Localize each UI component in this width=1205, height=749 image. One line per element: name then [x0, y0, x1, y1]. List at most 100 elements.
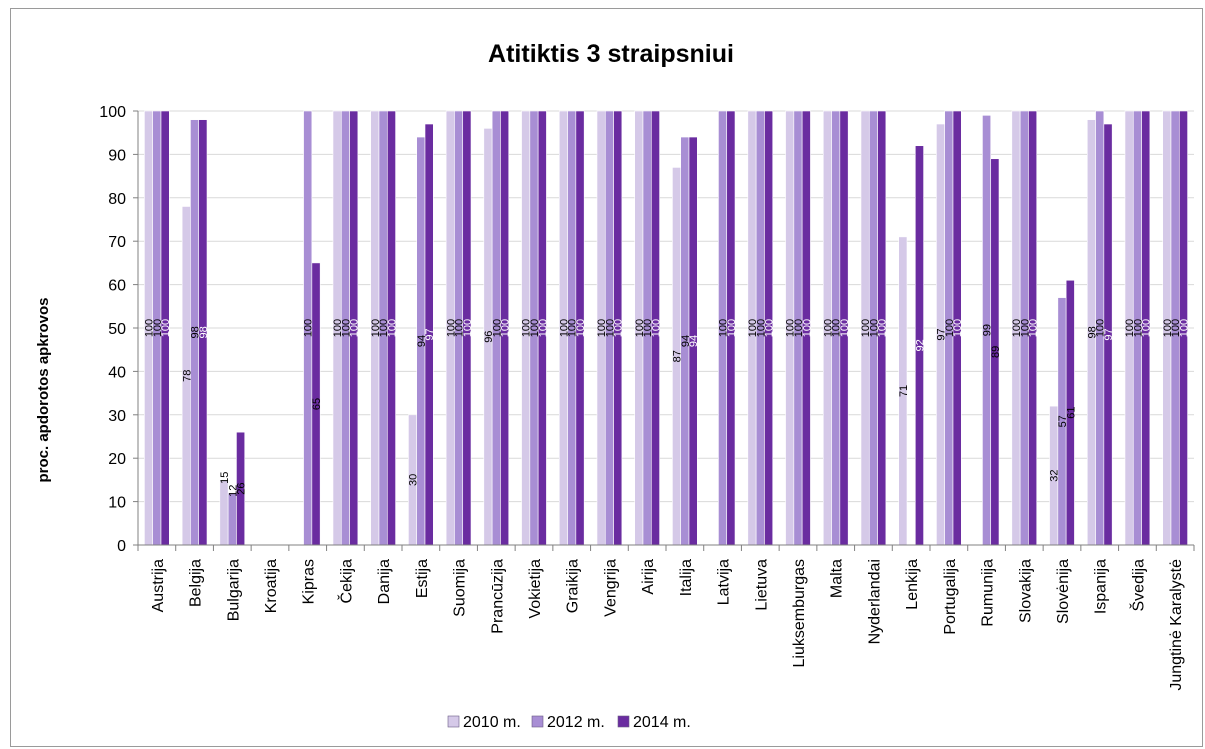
legend-swatch	[447, 715, 460, 728]
data-label: 100	[303, 319, 315, 337]
bars	[144, 110, 1188, 546]
x-tick-label: Vokietija	[527, 559, 544, 619]
x-tick-label: Prancūzija	[489, 559, 506, 634]
data-label: 92	[914, 339, 926, 351]
data-label: 100	[462, 319, 474, 337]
data-label: 100	[445, 319, 457, 337]
x-tick-label: Suomija	[452, 559, 469, 617]
data-label: 100	[801, 319, 813, 337]
data-label: 100	[718, 319, 730, 337]
x-tick-label: Nyderlandai	[866, 559, 883, 644]
data-label: 97	[424, 328, 436, 340]
data-label: 100	[613, 319, 625, 337]
data-label: 100	[1141, 319, 1153, 337]
data-label: 98	[190, 326, 202, 338]
data-label: 100	[332, 319, 344, 337]
x-tick-label: Danija	[376, 559, 393, 604]
data-label: 100	[1178, 319, 1190, 337]
data-label: 65	[311, 398, 323, 410]
data-label: 98	[1086, 326, 1098, 338]
x-tick-label: Ispanija	[1093, 559, 1110, 614]
x-tick-label: Kipras	[301, 559, 318, 604]
data-label: 100	[340, 319, 352, 337]
data-label: 100	[152, 319, 164, 337]
legend: 2010 m. 2012 m. 2014 m.	[447, 714, 691, 731]
data-label: 100	[877, 319, 889, 337]
data-label: 100	[454, 319, 466, 337]
x-tick-label: Slovakija	[1017, 559, 1034, 623]
x-tick-label: Rumunija	[980, 559, 997, 627]
x-tick-label: Malta	[829, 559, 846, 598]
data-label: 100	[793, 319, 805, 337]
data-label: 78	[181, 370, 193, 382]
y-tick-label: 90	[108, 147, 126, 164]
x-tick-label: Slovėnija	[1055, 559, 1072, 624]
data-label: 100	[868, 319, 880, 337]
data-label: 100	[529, 319, 541, 337]
data-label: 100	[944, 319, 956, 337]
data-label: 61	[1065, 407, 1077, 419]
x-tick-label: Lenkija	[904, 559, 921, 610]
data-label: 71	[898, 385, 910, 397]
data-label: 96	[483, 331, 495, 343]
data-label: 97	[1103, 328, 1115, 340]
data-label: 100	[634, 319, 646, 337]
data-label: 100	[650, 319, 662, 337]
x-tick-label: Vengrija	[602, 559, 619, 617]
data-label: 100	[521, 319, 533, 337]
x-tick-label: Airija	[640, 559, 657, 595]
data-label: 94	[416, 335, 428, 347]
legend-label: 2010 m.	[463, 714, 521, 731]
x-tick-label: Graikija	[565, 559, 582, 613]
data-label: 100	[491, 319, 503, 337]
data-label: 100	[575, 319, 587, 337]
y-tick-label: 0	[117, 538, 126, 555]
x-tick-label: Švedija	[1128, 559, 1147, 612]
data-label: 100	[386, 319, 398, 337]
data-label: 30	[408, 474, 420, 486]
data-label: 100	[160, 319, 172, 337]
data-label: 100	[747, 319, 759, 337]
y-axis-label: proc. apdorotos apkrovos	[35, 297, 52, 482]
data-label: 100	[952, 319, 964, 337]
data-label: 87	[672, 350, 684, 362]
y-tick-label: 100	[99, 104, 126, 121]
data-label: 100	[755, 319, 767, 337]
x-tick-label: Portugalija	[942, 559, 959, 635]
data-label: 26	[236, 482, 248, 494]
legend-label: 2012 m.	[547, 714, 605, 731]
y-tick-label: 20	[108, 451, 126, 468]
x-tick-label: Liuksemburgas	[791, 559, 808, 668]
data-label: 100	[764, 319, 776, 337]
data-label: 100	[822, 319, 834, 337]
chart-title: Atitiktis 3 straipsniui	[488, 40, 734, 68]
data-label: 100	[537, 319, 549, 337]
data-label: 100	[604, 319, 616, 337]
data-label: 100	[370, 319, 382, 337]
data-label: 94	[688, 335, 700, 347]
data-label: 32	[1049, 469, 1061, 481]
legend-swatch	[531, 715, 544, 728]
data-label: 100	[558, 319, 570, 337]
x-tick-label: Estija	[414, 559, 431, 598]
data-label: 100	[1095, 319, 1107, 337]
data-label: 100	[726, 319, 738, 337]
x-tick-label: Jungtinė Karalystė	[1168, 559, 1185, 691]
data-label: 100	[1162, 319, 1174, 337]
axes: 0 10 20 30 40 50 60 70 80 90 100 Austrija Belgija Bul…	[99, 104, 1195, 691]
x-tick-label: Čekija	[336, 559, 355, 604]
data-label: 100	[860, 319, 872, 337]
data-label: 99	[982, 324, 994, 336]
data-label: 89	[990, 346, 1002, 358]
y-tick-label: 60	[108, 278, 126, 295]
data-label: 100	[349, 319, 361, 337]
legend-label: 2014 m.	[633, 714, 691, 731]
legend-swatch	[617, 715, 630, 728]
data-label: 100	[642, 319, 654, 337]
y-tick-label: 30	[108, 408, 126, 425]
data-label: 100	[1124, 319, 1136, 337]
data-label: 57	[1057, 415, 1069, 427]
data-label: 100	[1170, 319, 1182, 337]
